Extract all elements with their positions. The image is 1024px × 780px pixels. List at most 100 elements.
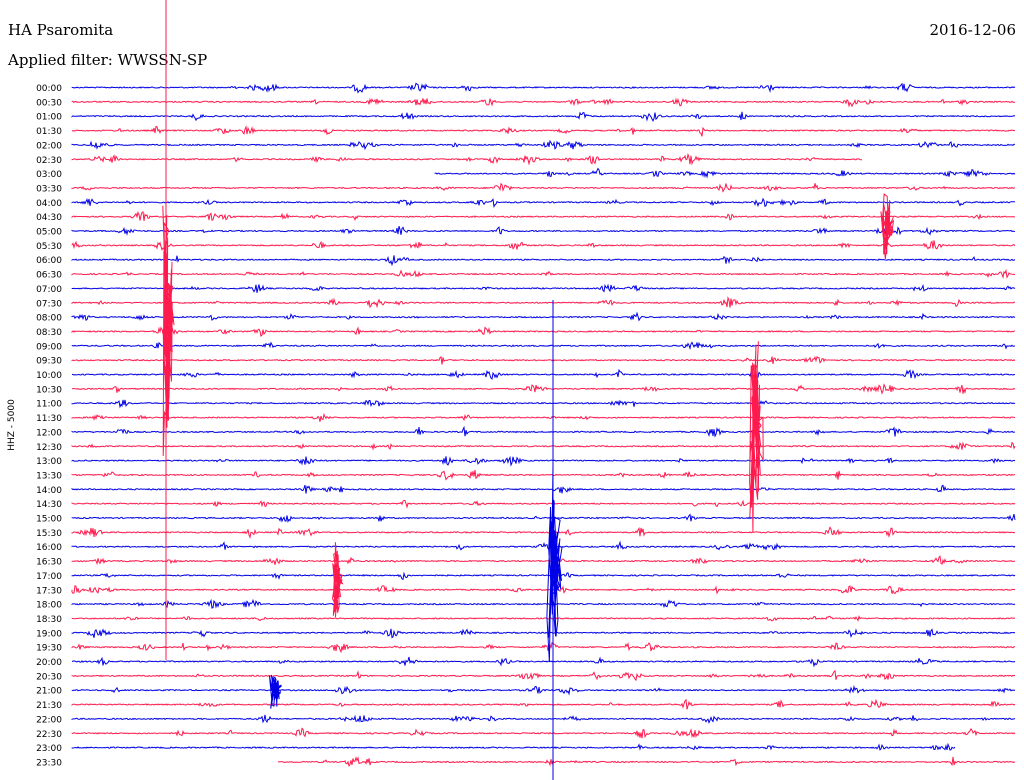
trace-label: 22:30: [36, 730, 62, 740]
trace-line: [71, 399, 1016, 409]
trace-label: 10:00: [36, 371, 62, 381]
trace-label: 20:30: [36, 672, 62, 682]
trace-line: [71, 615, 1016, 622]
trace-label: 07:30: [36, 299, 62, 309]
trace-line: [71, 441, 1016, 451]
trace-label: 14:30: [36, 500, 62, 510]
trace-label: 15:00: [36, 515, 62, 525]
trace-line: [71, 727, 1016, 739]
trace-line: [71, 82, 1016, 94]
trace-label: 17:00: [36, 572, 62, 582]
trace-line: [71, 455, 1016, 467]
trace-line: [71, 283, 1016, 293]
trace-label: 11:00: [36, 400, 62, 410]
trace-line: [71, 111, 1016, 122]
trace-line: [71, 555, 1016, 566]
trace-label: 19:30: [36, 644, 62, 654]
event-burst: [749, 341, 764, 533]
trace-label: 22:00: [36, 715, 62, 725]
trace-line: [71, 526, 1016, 539]
trace-label: 03:30: [36, 184, 62, 194]
trace-label: 10:30: [36, 385, 62, 395]
trace-label: 17:30: [36, 586, 62, 596]
trace-line: [71, 226, 1016, 236]
trace-label: 06:30: [36, 271, 62, 281]
trace-line: [434, 167, 1016, 179]
trace-label: 23:00: [36, 744, 62, 754]
trace-label: 12:00: [36, 428, 62, 438]
trace-group: [71, 0, 1016, 780]
trace-label: 05:00: [36, 228, 62, 238]
trace-line: [71, 484, 1016, 494]
trace-line: [71, 355, 1016, 365]
trace-line: [71, 125, 1016, 137]
trace-label: 03:00: [36, 170, 62, 180]
trace-label: 01:00: [36, 113, 62, 123]
trace-line: [71, 684, 1016, 696]
trace-label: 15:30: [36, 529, 62, 539]
trace-label: 19:00: [36, 629, 62, 639]
trace-label: 16:30: [36, 558, 62, 568]
trace-label: 21:00: [36, 687, 62, 697]
trace-line: [71, 412, 1016, 422]
trace-label: 14:00: [36, 486, 62, 496]
trace-label: 12:30: [36, 443, 62, 453]
trace-label: 20:00: [36, 658, 62, 668]
trace-line: [71, 182, 1016, 193]
trace-line: [278, 756, 1016, 767]
trace-line: [71, 656, 1016, 668]
trace-label: 05:30: [36, 242, 62, 252]
trace-line: [71, 585, 1016, 595]
trace-line: [71, 499, 1016, 509]
trace-line: [71, 197, 1016, 209]
trace-label: 13:00: [36, 457, 62, 467]
trace-label: 08:00: [36, 314, 62, 324]
trace-label: 18:00: [36, 601, 62, 611]
trace-label: 06:00: [36, 256, 62, 266]
station-title: HA Psaromita: [8, 21, 114, 39]
trace-line: [71, 469, 1016, 481]
trace-label: 11:30: [36, 414, 62, 424]
trace-line: [71, 152, 863, 166]
trace-line: [71, 628, 1016, 639]
date-label: 2016-12-06: [929, 21, 1016, 39]
trace-line: [71, 210, 1016, 222]
trace-line: [71, 698, 1016, 710]
trace-line: [71, 268, 1016, 279]
trace-line: [71, 641, 1016, 654]
trace-label: 04:00: [36, 199, 62, 209]
event-burst: [880, 193, 894, 260]
y-axis-label: HHZ - 5000: [7, 399, 17, 451]
trace-label: 02:30: [36, 156, 62, 166]
trace-line: [71, 669, 1016, 682]
trace-label: 18:30: [36, 615, 62, 625]
trace-line: [71, 571, 1016, 581]
trace-line: [71, 368, 1016, 380]
trace-label: 00:00: [36, 84, 62, 94]
trace-line: [71, 97, 1016, 108]
trace-label: 00:30: [36, 98, 62, 108]
trace-line: [71, 383, 1016, 395]
trace-line: [71, 311, 1016, 322]
trace-label: 16:00: [36, 543, 62, 553]
trace-line: [71, 540, 1016, 551]
trace-line: [71, 296, 1015, 309]
trace-line: [71, 255, 1016, 267]
trace-line: [71, 714, 1016, 725]
trace-line: [71, 742, 956, 751]
trace-label: 08:30: [36, 328, 62, 338]
trace-label: 13:30: [36, 471, 62, 481]
trace-label: 21:30: [36, 701, 62, 711]
trace-label: 09:00: [36, 342, 62, 352]
trace-label: 01:30: [36, 127, 62, 137]
trace-label: 04:30: [36, 213, 62, 223]
time-ticks: 00:00 00:30 01:00 01:30 02:00 02:30 03:00 03:30…: [36, 84, 62, 768]
trace-line: [71, 598, 1016, 609]
trace-line: [71, 326, 1016, 337]
trace-line: [71, 513, 1016, 523]
event-burst: [331, 542, 344, 618]
trace-line: [71, 341, 1016, 351]
event-burst: [162, 205, 175, 457]
trace-line: [71, 139, 1016, 151]
